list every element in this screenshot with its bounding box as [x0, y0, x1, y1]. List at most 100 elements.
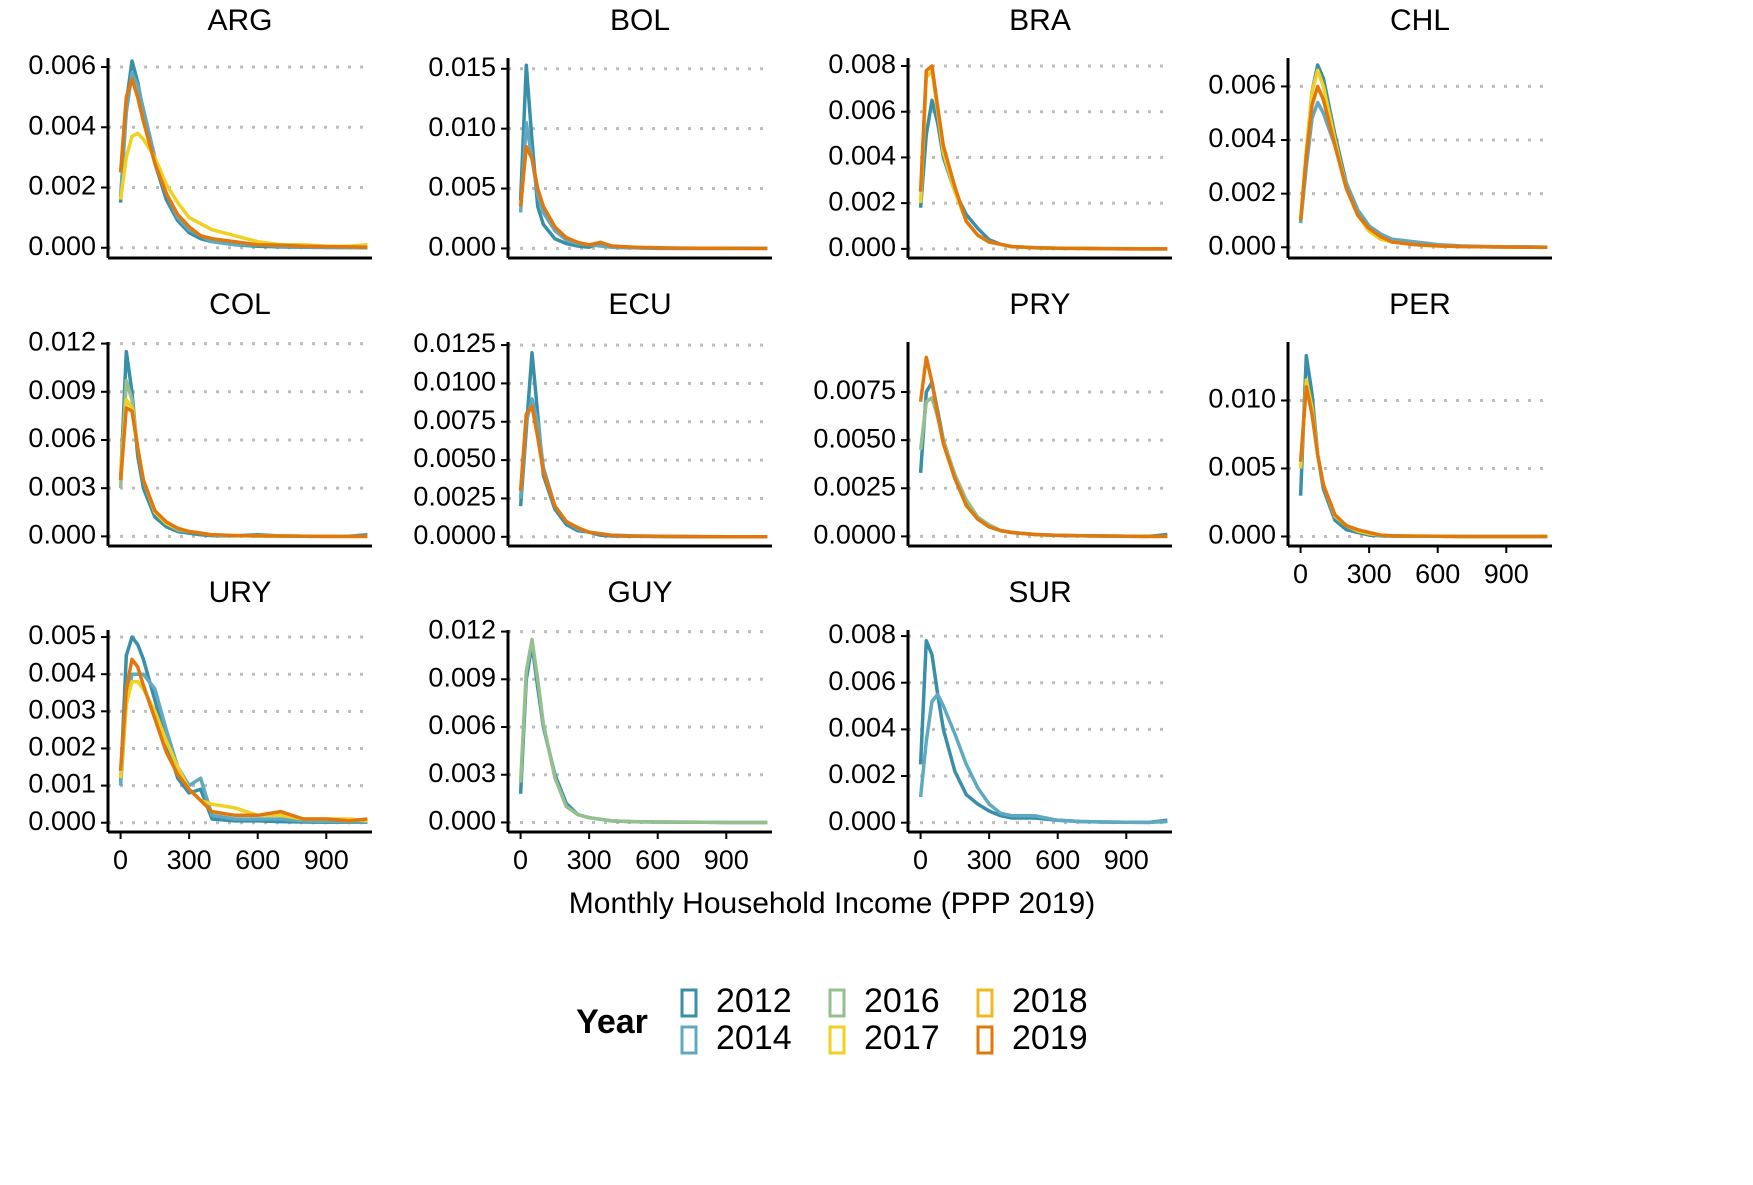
y-tick-label: 0.0050	[813, 423, 896, 453]
density-line	[518, 637, 768, 825]
density-line	[118, 672, 368, 824]
density-line	[118, 398, 368, 539]
y-tick-label: 0.002	[28, 171, 96, 201]
panel-title: ARG	[207, 4, 272, 37]
y-tick-label: 0.0000	[413, 520, 496, 550]
x-tick-label: 300	[967, 845, 1012, 875]
density-line	[918, 396, 1168, 539]
y-tick-label: 0.000	[28, 231, 96, 261]
y-tick-label: 0.000	[428, 232, 496, 262]
y-tick-label: 0.000	[428, 806, 496, 836]
y-tick-label: 0.001	[28, 769, 96, 799]
density-line	[118, 59, 368, 250]
y-tick-label: 0.002	[828, 186, 896, 216]
y-tick-label: 0.004	[28, 657, 96, 687]
y-tick-label: 0.000	[1208, 520, 1276, 550]
y-tick-label: 0.004	[828, 141, 896, 171]
x-tick-label: 300	[167, 845, 212, 875]
y-tick-label: 0.0000	[813, 520, 896, 550]
y-tick-label: 0.0075	[413, 405, 496, 435]
density-line	[918, 98, 1168, 251]
x-tick-label: 900	[1104, 845, 1149, 875]
y-tick-label: 0.005	[28, 620, 96, 650]
density-line	[918, 638, 1168, 825]
panel-title: PRY	[1009, 288, 1070, 321]
panel-title: SUR	[1008, 576, 1071, 609]
panel-title: CHL	[1390, 4, 1450, 37]
y-tick-label: 0.006	[428, 710, 496, 740]
density-line	[518, 642, 768, 825]
density-line	[118, 131, 368, 249]
legend-key	[976, 1025, 994, 1055]
y-tick-label: 0.006	[828, 95, 896, 125]
x-tick-label: 300	[1347, 559, 1392, 589]
legend-key	[680, 988, 698, 1018]
x-tick-label: 300	[567, 845, 612, 875]
x-tick-label: 900	[1484, 559, 1529, 589]
y-tick-label: 0.0075	[813, 375, 896, 405]
y-tick-label: 0.008	[828, 49, 896, 79]
density-line	[918, 355, 1168, 539]
x-tick-label: 600	[635, 845, 680, 875]
legend-label: 2012	[716, 982, 792, 1020]
density-line	[918, 692, 1168, 825]
x-tick-label: 600	[235, 845, 280, 875]
y-tick-label: 0.0025	[813, 471, 896, 501]
density-line	[518, 404, 768, 539]
y-tick-label: 0.000	[28, 806, 96, 836]
y-tick-label: 0.009	[28, 375, 96, 405]
y-tick-label: 0.006	[1208, 70, 1276, 100]
x-tick-label: 0	[113, 845, 128, 875]
y-tick-label: 0.0050	[413, 443, 496, 473]
y-tick-label: 0.000	[828, 232, 896, 262]
y-tick-label: 0.002	[28, 732, 96, 762]
y-tick-label: 0.006	[828, 666, 896, 696]
legend-label: 2017	[864, 1019, 940, 1057]
y-tick-label: 0.0025	[413, 482, 496, 512]
y-tick-label: 0.015	[428, 52, 496, 82]
y-tick-label: 0.006	[28, 423, 96, 453]
y-tick-label: 0.0100	[413, 367, 496, 397]
y-tick-label: 0.004	[1208, 123, 1276, 153]
density-line	[518, 397, 768, 539]
y-tick-label: 0.010	[1208, 384, 1276, 414]
panel-title: PER	[1389, 288, 1451, 321]
y-tick-label: 0.008	[828, 619, 896, 649]
y-tick-label: 0.009	[428, 662, 496, 692]
y-tick-label: 0.003	[28, 694, 96, 724]
density-line	[118, 77, 368, 249]
y-tick-label: 0.004	[828, 712, 896, 742]
x-tick-label: 600	[1035, 845, 1080, 875]
y-tick-label: 0.004	[28, 110, 96, 140]
density-line	[1298, 100, 1548, 250]
y-tick-label: 0.010	[428, 112, 496, 142]
y-tick-label: 0.000	[828, 806, 896, 836]
panel-title: ECU	[608, 288, 671, 321]
y-tick-label: 0.003	[428, 758, 496, 788]
panel-title: URY	[209, 576, 272, 609]
legend-title: Year	[576, 1003, 648, 1041]
x-tick-label: 0	[513, 845, 528, 875]
x-tick-label: 900	[304, 845, 349, 875]
legend-key	[680, 1025, 698, 1055]
y-tick-label: 0.002	[1208, 177, 1276, 207]
density-line	[918, 64, 1168, 251]
density-line	[1298, 385, 1548, 539]
density-line	[518, 63, 768, 251]
legend-key	[828, 988, 846, 1018]
y-tick-label: 0.003	[28, 471, 96, 501]
density-line	[118, 657, 368, 823]
density-line	[518, 144, 768, 251]
panel-title: BRA	[1009, 4, 1071, 37]
legend-key	[828, 1025, 846, 1055]
x-tick-label: 600	[1415, 559, 1460, 589]
panel-title: GUY	[607, 576, 672, 609]
legend-label: 2014	[716, 1019, 792, 1057]
y-tick-label: 0.000	[28, 519, 96, 549]
legend-label: 2016	[864, 982, 940, 1020]
panel-title: BOL	[610, 4, 670, 37]
x-tick-label: 900	[704, 845, 749, 875]
y-tick-label: 0.005	[428, 172, 496, 202]
